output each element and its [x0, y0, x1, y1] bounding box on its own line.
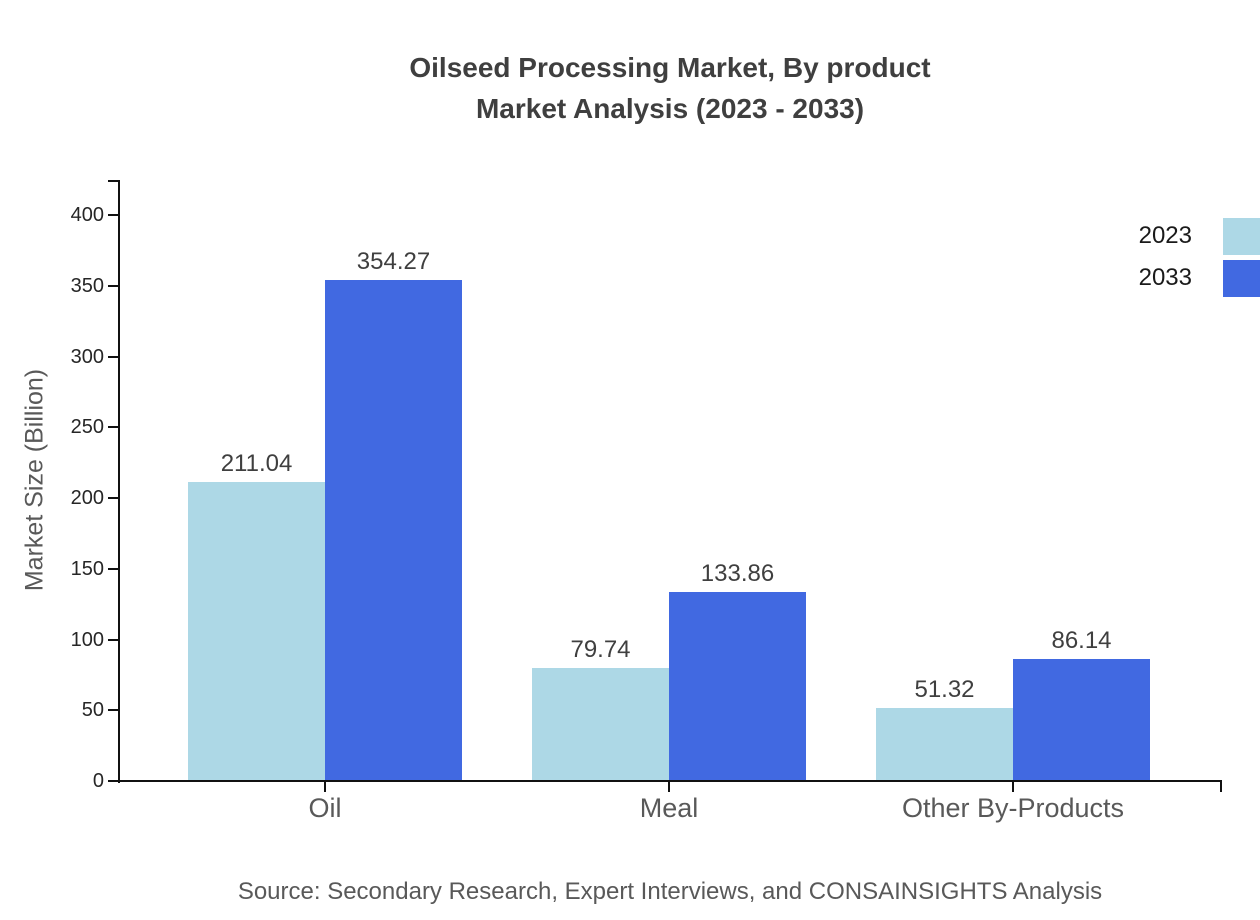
legend-label-2033: 2033: [1138, 264, 1192, 291]
y-axis-tick: [108, 497, 118, 499]
y-axis-tick-label: 50: [81, 699, 104, 721]
chart-title-line2: Market Analysis (2023 - 2033): [475, 93, 865, 124]
x-axis-category-label: Meal: [639, 793, 699, 823]
chart-title: Oilseed Processing Market, By product Ma…: [118, 47, 1222, 129]
y-axis-tick: [108, 356, 118, 358]
y-axis-tick-label: 100: [70, 629, 104, 651]
y-axis-line: [118, 180, 120, 783]
bar-2033-other-by-products: [1013, 659, 1150, 782]
legend-label-2023: 2023: [1138, 222, 1192, 249]
bar-2023-meal: [532, 668, 669, 782]
legend-swatch-2023: [1223, 218, 1260, 255]
bar-value-label-2033-meal: 133.86: [700, 560, 775, 587]
y-axis-tick: [108, 285, 118, 287]
bar-2023-other-by-products: [876, 708, 1013, 782]
x-axis-line: [118, 780, 1222, 782]
chart-title-line1: Oilseed Processing Market, By product: [409, 52, 931, 83]
y-axis-tick-label: 0: [92, 770, 104, 792]
y-axis-tick-label: 300: [70, 346, 104, 368]
y-axis-tick-label: 150: [70, 558, 104, 580]
y-axis-tick: [108, 780, 118, 782]
y-axis-tick-label: 350: [70, 275, 104, 297]
y-axis-end-cap: [108, 180, 120, 182]
bar-2033-meal: [669, 592, 806, 782]
bar-2033-oil: [325, 280, 462, 782]
y-axis-tick: [108, 214, 118, 216]
bar-value-label-2033-oil: 354.27: [356, 248, 431, 275]
y-axis-tick: [108, 568, 118, 570]
x-axis-tick: [1012, 782, 1014, 792]
x-axis-category-label: Other By-Products: [901, 793, 1125, 823]
bar-value-label-2023-meal: 79.74: [570, 636, 631, 663]
x-axis-tick: [668, 782, 670, 792]
y-axis-tick-label: 200: [70, 487, 104, 509]
y-axis-tick-label: 250: [70, 416, 104, 438]
x-axis-tick: [324, 782, 326, 792]
source-note: Source: Secondary Research, Expert Inter…: [237, 878, 1103, 905]
y-axis-tick: [108, 709, 118, 711]
x-axis-category-label: Oil: [308, 793, 342, 823]
x-axis-end-cap: [1220, 780, 1222, 792]
bar-2023-oil: [188, 482, 325, 782]
y-axis-tick: [108, 426, 118, 428]
bar-value-label-2023-other-by-products: 51.32: [914, 676, 975, 703]
bar-value-label-2033-other-by-products: 86.14: [1051, 627, 1112, 654]
y-axis-tick: [108, 639, 118, 641]
y-axis-tick-label: 400: [70, 204, 104, 226]
legend-swatch-2033: [1223, 260, 1260, 297]
bar-value-label-2023-oil: 211.04: [220, 450, 293, 477]
